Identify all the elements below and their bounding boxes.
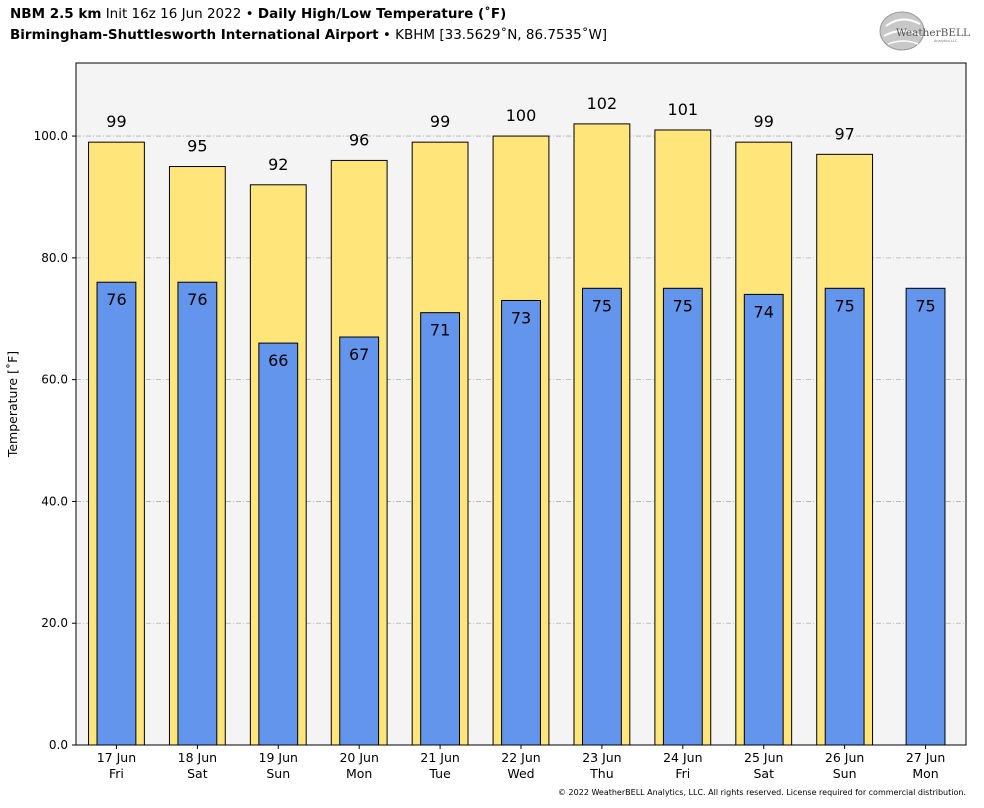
- x-tick-label-date: 24 Jun: [663, 750, 702, 765]
- low-temp-label: 75: [834, 296, 854, 315]
- x-tick-label-weekday: Sun: [266, 766, 290, 781]
- x-tick-label-weekday: Thu: [589, 766, 613, 781]
- chart-title-line-1: NBM 2.5 km Init 16z 16 Jun 2022 • Daily …: [10, 6, 506, 22]
- y-tick-label: 40.0: [41, 494, 68, 508]
- low-temp-bar: [581, 287, 622, 746]
- title-bullet-2: •: [382, 27, 391, 43]
- station-info: KBHM [33.5629˚N, 86.7535˚W]: [395, 27, 608, 43]
- x-tick-label-date: 23 Jun: [582, 750, 621, 765]
- product-name: Daily High/Low Temperature (˚F): [257, 6, 507, 22]
- x-tick-label-date: 20 Jun: [339, 750, 378, 765]
- y-tick-label: 80.0: [41, 251, 68, 265]
- low-temp-bar: [501, 299, 541, 746]
- low-temp-label: 73: [511, 308, 531, 327]
- x-tick-label-date: 19 Jun: [259, 750, 298, 765]
- high-temp-label: 99: [754, 112, 774, 131]
- logo-subtext: Analytics LLC: [934, 39, 958, 43]
- low-temp-label: 75: [673, 296, 693, 315]
- low-temp-label: 71: [430, 321, 450, 340]
- low-temp-bar: [420, 312, 461, 746]
- x-tick-label-weekday: Wed: [507, 766, 534, 781]
- low-temp-bar: [258, 342, 299, 746]
- y-tick-label: 100.0: [34, 129, 68, 143]
- x-tick-label-weekday: Fri: [675, 766, 690, 781]
- x-tick-label-date: 18 Jun: [178, 750, 217, 765]
- high-temp-label: 99: [430, 112, 450, 131]
- high-temp-label: 96: [349, 130, 369, 149]
- high-temp-label: 92: [268, 155, 288, 174]
- x-tick-label-weekday: Sat: [753, 766, 774, 781]
- x-tick-label-weekday: Fri: [109, 766, 124, 781]
- x-tick-label-weekday: Sat: [187, 766, 208, 781]
- high-temp-label: 100: [506, 106, 537, 125]
- init-time: Init 16z 16 Jun 2022: [105, 6, 242, 22]
- low-temp-bar: [177, 281, 218, 746]
- high-temp-label: 102: [587, 94, 618, 113]
- weatherbell-logo: WeatherBELL Analytics LLC: [879, 11, 970, 51]
- low-temp-bar: [905, 287, 946, 746]
- title-bullet: •: [245, 6, 254, 22]
- low-temp-label: 76: [187, 290, 207, 309]
- plot-frame: [75, 62, 967, 746]
- chart-title-line-2: Birmingham-Shuttlesworth International A…: [10, 27, 607, 43]
- low-temp-label: 66: [268, 351, 288, 370]
- x-tick-label-weekday: Sun: [833, 766, 857, 781]
- low-temp-label: 76: [106, 290, 126, 309]
- x-tick-label-weekday: Tue: [428, 766, 451, 781]
- x-tick-label-date: 17 Jun: [97, 750, 136, 765]
- low-temp-label: 74: [754, 302, 774, 321]
- y-tick-label: 20.0: [41, 616, 68, 630]
- low-temp-bar: [96, 281, 137, 746]
- y-tick-label: 0.0: [49, 738, 68, 752]
- copyright-notice: © 2022 WeatherBELL Analytics, LLC. All r…: [558, 788, 966, 797]
- low-temp-label: 75: [915, 296, 935, 315]
- low-temp-bar: [339, 336, 380, 746]
- y-tick-label: 60.0: [41, 373, 68, 387]
- logo-text: WeatherBELL: [896, 27, 970, 39]
- model-name: NBM 2.5 km: [10, 6, 102, 22]
- high-temp-label: 101: [668, 100, 699, 119]
- low-temp-bar: [662, 287, 703, 746]
- x-tick-label-date: 26 Jun: [825, 750, 864, 765]
- x-tick-label-date: 22 Jun: [501, 750, 540, 765]
- high-temp-label: 95: [187, 137, 207, 156]
- x-tick-label-weekday: Mon: [912, 766, 938, 781]
- high-temp-label: 99: [106, 112, 126, 131]
- x-tick-label-date: 27 Jun: [906, 750, 945, 765]
- x-tick-label-date: 21 Jun: [420, 750, 459, 765]
- low-temp-label: 67: [349, 345, 369, 364]
- low-temp-label: 75: [592, 296, 612, 315]
- station-name: Birmingham-Shuttlesworth International A…: [10, 27, 379, 43]
- low-temp-bar: [824, 287, 865, 746]
- x-tick-label-weekday: Mon: [346, 766, 372, 781]
- y-axis-label: Temperature [˚F]: [5, 351, 20, 458]
- x-tick-label-date: 25 Jun: [744, 750, 783, 765]
- low-temp-bar: [743, 293, 784, 746]
- high-temp-label: 97: [834, 124, 854, 143]
